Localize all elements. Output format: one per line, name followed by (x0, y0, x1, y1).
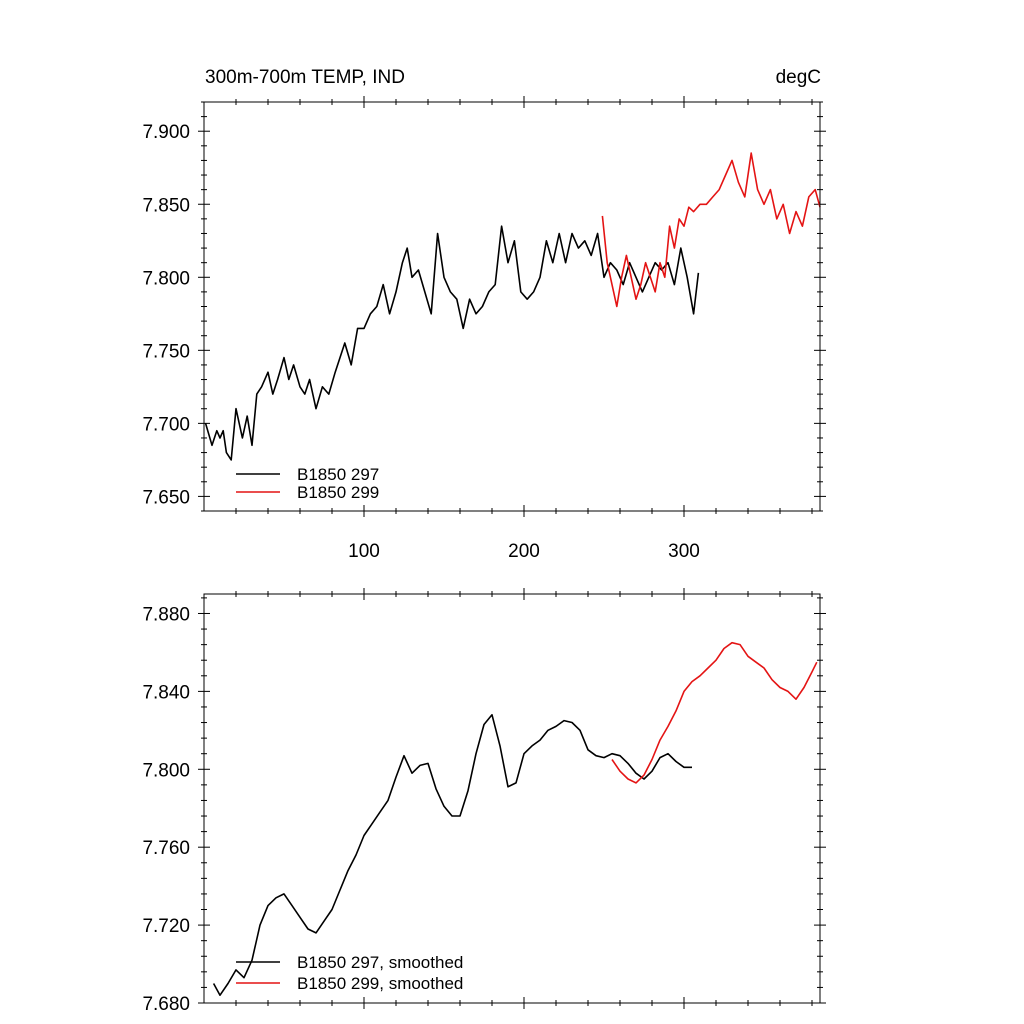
legend-label-b1850-297: B1850 297 (297, 465, 379, 484)
legend-label-b1850-299-smoothed: B1850 299, smoothed (297, 974, 463, 993)
series-line-b1850-297 (204, 225, 700, 461)
series-line-b1850-297-smoothed (212, 713, 692, 997)
y-tick-label: 7.800 (142, 268, 190, 289)
series-line-b1850-299 (601, 152, 821, 308)
y-tick-label: 7.850 (142, 195, 190, 216)
y-tick-label: 7.650 (142, 487, 190, 508)
bottom-legend: B1850 297, smoothed B1850 299, smoothed (236, 953, 463, 993)
legend-label-b1850-299: B1850 299 (297, 483, 379, 502)
bottom-plot-frame (203, 593, 821, 1004)
y-tick-label: 7.720 (142, 916, 190, 937)
y-tick-label: 7.800 (142, 760, 190, 781)
y-tick-label: 7.700 (142, 414, 190, 435)
x-tick-label: 100 (348, 541, 380, 562)
y-tick-label: 7.900 (142, 122, 190, 143)
y-tick-label: 7.880 (142, 604, 190, 625)
top-legend: B1850 297 B1850 299 (236, 465, 379, 502)
y-tick-label: 7.760 (142, 838, 190, 859)
y-tick-label: 7.840 (142, 682, 190, 703)
y-tick-label: 7.680 (142, 994, 190, 1015)
units-label: degC (776, 67, 821, 88)
x-tick-label: 300 (668, 541, 700, 562)
top-panel: 300m-700m TEMP, IND degC 7.650 7.700 7.750… (142, 67, 826, 562)
top-plot-frame (203, 101, 821, 512)
legend-label-b1850-297-smoothed: B1850 297, smoothed (297, 953, 463, 972)
chart-title: 300m-700m TEMP, IND (205, 67, 405, 88)
x-tick-label: 200 (508, 541, 540, 562)
series-line-b1850-299-smoothed (611, 641, 818, 784)
y-tick-label: 7.750 (142, 341, 190, 362)
bottom-panel: 7.680 7.720 7.760 7.800 7.840 7.880 B1850 297… (142, 588, 826, 1015)
